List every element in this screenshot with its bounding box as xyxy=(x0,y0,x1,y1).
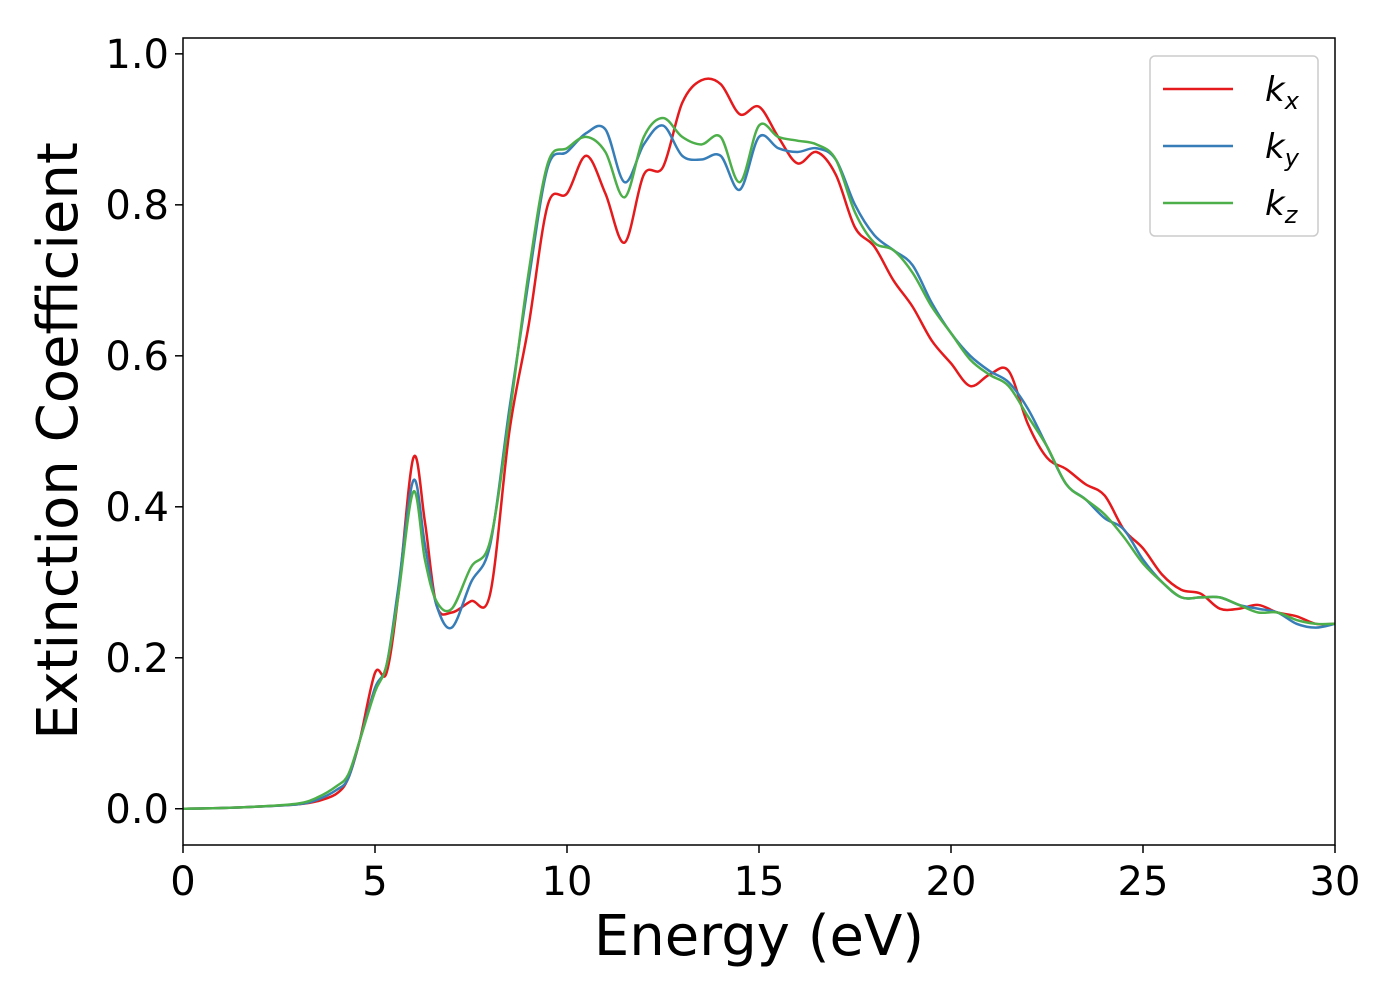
y-axis-label: Extinction Coefficient xyxy=(26,142,91,740)
x-tick-label: 5 xyxy=(362,859,387,905)
x-tick-label: 0 xyxy=(170,859,195,905)
y-tick-label: 0.0 xyxy=(105,787,169,833)
x-tick-label: 25 xyxy=(1118,859,1169,905)
x-tick-label: 10 xyxy=(542,859,593,905)
legend-label: kz xyxy=(1265,184,1299,229)
x-tick-label: 20 xyxy=(926,859,977,905)
x-tick-label: 30 xyxy=(1310,859,1361,905)
legend-label: kx xyxy=(1265,70,1300,115)
y-tick-label: 0.8 xyxy=(105,183,169,229)
data-line xyxy=(182,116,1336,811)
y-tick-label: 1.0 xyxy=(105,32,169,78)
y-tick-label: 0.6 xyxy=(105,334,169,380)
y-tick-label: 0.4 xyxy=(105,485,169,531)
plot-frame xyxy=(182,37,1336,846)
legend-box xyxy=(1149,55,1319,237)
x-axis-label: Energy (eV) xyxy=(594,904,924,969)
x-tick-label: 15 xyxy=(734,859,785,905)
legend-label: ky xyxy=(1265,127,1300,172)
y-tick-label: 0.2 xyxy=(105,636,169,682)
